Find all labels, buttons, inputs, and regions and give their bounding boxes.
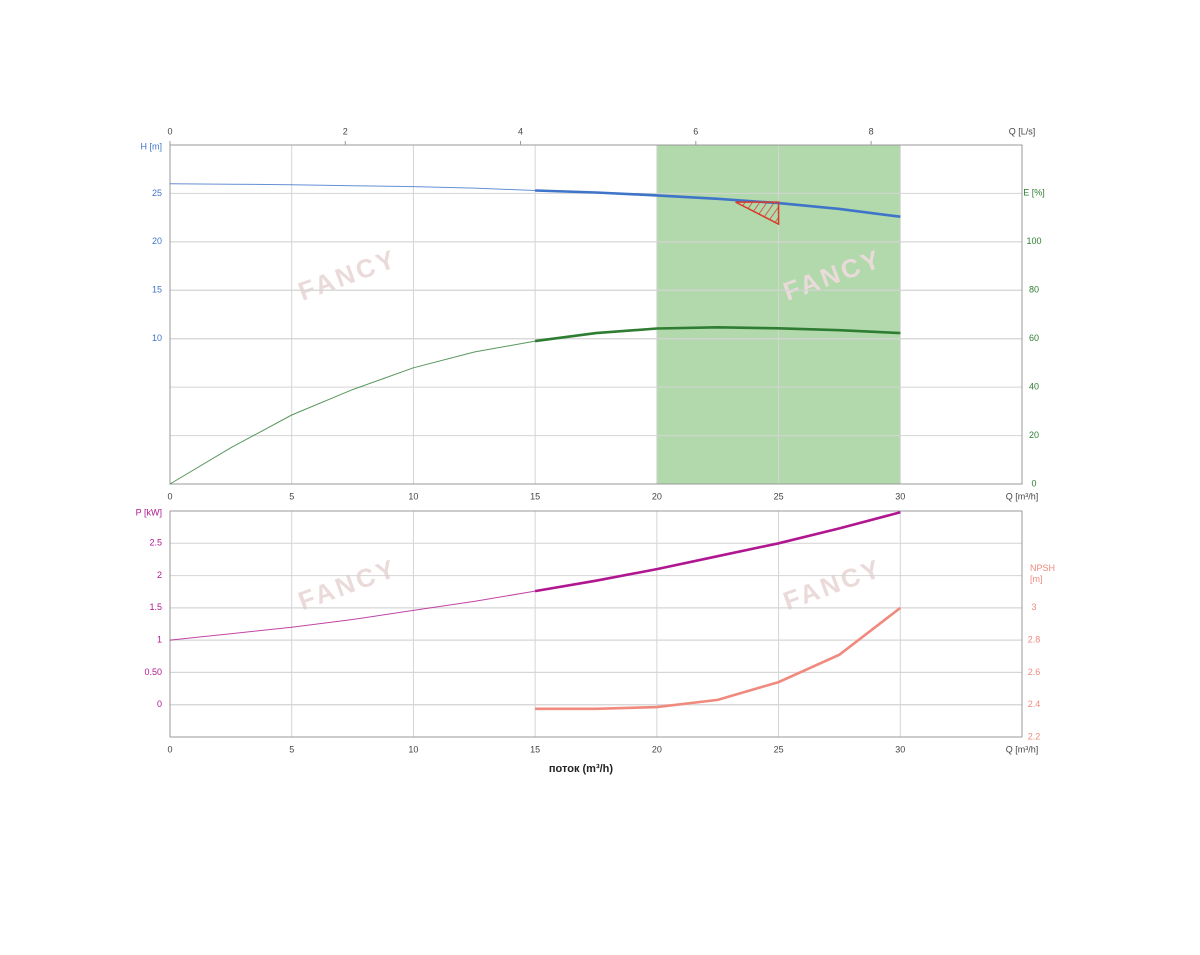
x-tick-label: 20 <box>652 744 662 754</box>
plot-frame <box>169 510 1023 738</box>
series-line-operating <box>535 189 901 218</box>
chart-title: поток (m³/h) <box>549 763 613 775</box>
y2-tick-label: 2.4 <box>1028 699 1041 709</box>
x-axis-label: Q [m³/h] <box>1006 491 1039 501</box>
y2-tick-label: 2.2 <box>1028 731 1041 741</box>
x-tick-label: 5 <box>289 491 294 501</box>
x2-axis-label: Q [L/s] <box>1009 126 1036 136</box>
x-tick-label: 5 <box>289 744 294 754</box>
plot-frame <box>169 144 1023 485</box>
y2-tick-label: 80 <box>1029 285 1039 295</box>
x2-tick-label: 6 <box>693 126 698 136</box>
watermark: FANCY <box>294 243 401 306</box>
y-tick-label: 0 <box>157 699 162 709</box>
y2-tick-label: 60 <box>1029 333 1039 343</box>
watermark: FANCY <box>294 553 401 616</box>
y-tick-label: 20 <box>152 236 162 246</box>
y2-tick-label: 3 <box>1031 602 1036 612</box>
x-tick-label: 25 <box>774 744 784 754</box>
y2-tick-label: 40 <box>1029 382 1039 392</box>
y-tick-label: 1 <box>157 635 162 645</box>
y-axis-label: H [m] <box>141 141 163 151</box>
x2-tick-label: 0 <box>167 126 172 136</box>
y2-axis-label: NPSH [m] <box>1030 563 1055 584</box>
y-tick-label: 2 <box>157 570 162 580</box>
y2-tick-label: 2.8 <box>1028 635 1041 645</box>
series-line-operating <box>534 325 901 343</box>
x-tick-label: 30 <box>895 744 905 754</box>
y-tick-label: 10 <box>152 333 162 343</box>
duty-point <box>735 201 780 226</box>
x-axis-label: Q [m³/h] <box>1006 744 1039 754</box>
watermark: FANCY <box>779 553 886 616</box>
y-axis-label: P [kW] <box>136 507 162 517</box>
y-tick-label: 1.5 <box>149 602 162 612</box>
y-tick-label: 0.50 <box>144 667 162 677</box>
x-tick-label: 25 <box>774 491 784 501</box>
x-tick-label: 0 <box>167 491 172 501</box>
x2-tick-label: 8 <box>869 126 874 136</box>
y-tick-label: 2.5 <box>149 538 162 548</box>
y2-tick-label: 20 <box>1029 430 1039 440</box>
y2-tick-label: 100 <box>1026 236 1041 246</box>
x2-tick-label: 2 <box>343 126 348 136</box>
x-tick-label: 15 <box>530 491 540 501</box>
x2-tick-label: 4 <box>518 126 523 136</box>
x-tick-label: 30 <box>895 491 905 501</box>
series-line <box>535 607 901 710</box>
series-line-operating <box>534 511 901 593</box>
y2-axis-label: E [%] <box>1023 187 1045 197</box>
x-tick-label: 15 <box>530 744 540 754</box>
series-line-operating <box>535 606 902 711</box>
x-tick-label: 10 <box>408 491 418 501</box>
y-tick-label: 15 <box>152 285 162 295</box>
y2-tick-label: 0 <box>1031 478 1036 488</box>
x-tick-label: 0 <box>167 744 172 754</box>
y-tick-label: 25 <box>152 188 162 198</box>
x-tick-label: 20 <box>652 491 662 501</box>
y2-tick-label: 2.6 <box>1028 667 1041 677</box>
x-tick-label: 10 <box>408 744 418 754</box>
